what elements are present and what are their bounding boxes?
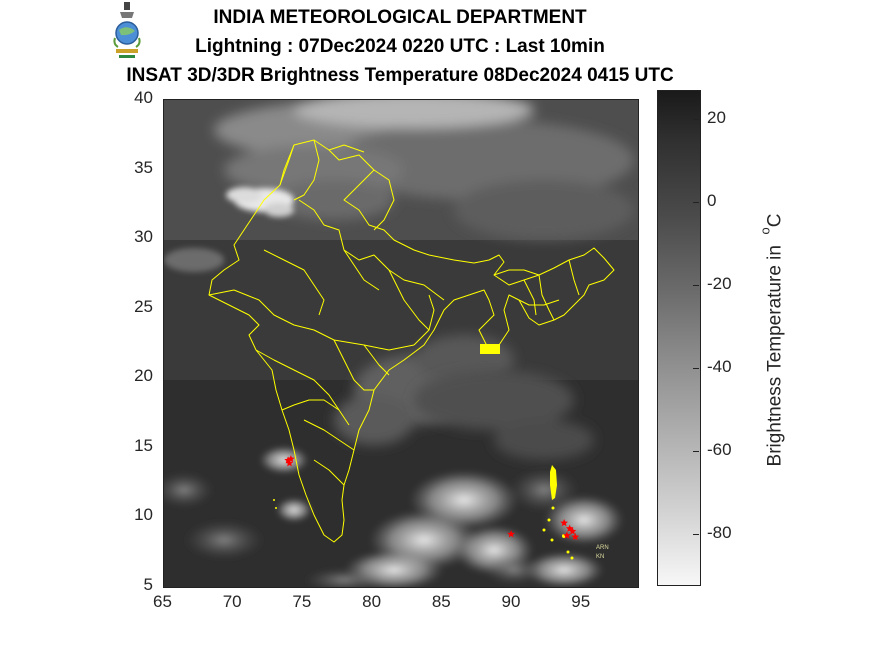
x-tick-label: 70 (222, 592, 242, 611)
colorbar-tick-mark (693, 534, 699, 536)
x-tick-label: 90 (501, 592, 521, 611)
y-tick-label: 20 (134, 366, 153, 386)
satellite-subtitle: INSAT 3D/3DR Brightness Temperature 08De… (126, 65, 674, 86)
state-line-20 (523, 279, 537, 316)
x-tick-label: 65 (153, 592, 172, 611)
colorbar-label: Brightness Temperature in oC (757, 213, 786, 467)
map-canvas: ARN KN (164, 100, 638, 587)
colorbar-tick-mark (693, 368, 699, 370)
y-tick-label: 10 (134, 505, 153, 525)
x-tick-label: 85 (431, 592, 451, 611)
colorbar-tick-mark (693, 119, 699, 121)
y-tick-label: 25 (134, 296, 153, 316)
y-tick-label: 35 (134, 157, 153, 177)
lightning-strike-marker (507, 530, 515, 538)
satellite-map: ARN KN (163, 99, 639, 588)
temperature-colorbar (657, 90, 701, 586)
lightning-strike-marker (571, 532, 580, 541)
state-line-8 (363, 344, 390, 376)
lightning-strikes (284, 455, 580, 541)
state-line-2 (298, 199, 380, 291)
x-tick-label: 80 (362, 592, 382, 611)
colorbar-tick-label: -80 (707, 523, 732, 543)
cloud-band-north (214, 100, 634, 240)
state-line-13 (281, 399, 340, 411)
lightning-strike-marker (565, 524, 574, 532)
lightning-strike-marker (284, 456, 292, 464)
india-outline (208, 139, 615, 543)
state-line-15 (538, 274, 555, 321)
island-label-kn: KN (596, 554, 604, 560)
colorbar-tick-label: -60 (707, 440, 732, 460)
lightning-subtitle: Lightning : 07Dec2024 0220 UTC : Last 10… (195, 36, 605, 57)
state-line-11 (303, 419, 355, 451)
andaman-nicobar-islands (273, 465, 574, 560)
island-label-arn: ARN (596, 545, 609, 551)
state-line-12 (313, 459, 345, 486)
state-line-1 (293, 139, 320, 201)
country-boundaries (208, 139, 615, 543)
cloud-south-convective (164, 446, 624, 587)
colorbar-tick-label: 0 (707, 191, 717, 211)
colorbar-tick-label: -20 (707, 274, 732, 294)
cloud-west (164, 187, 294, 272)
state-line-19 (328, 144, 365, 153)
colorbar-tick-mark (693, 202, 699, 204)
lightning-strike-marker (563, 531, 571, 539)
y-tick-label: 15 (134, 435, 153, 455)
y-tick-label: 5 (143, 575, 153, 594)
colorbar-tick-label: -40 (707, 357, 732, 377)
state-line-21 (279, 144, 295, 186)
state-line-7 (333, 339, 374, 391)
x-tick-label: 75 (292, 592, 312, 611)
state-line-14 (493, 269, 540, 276)
state-line-18 (373, 169, 395, 231)
lightning-strike-marker (568, 527, 577, 535)
colorbar-tick-mark (693, 285, 699, 287)
colorbar-tick-mark (693, 451, 699, 453)
imd-emblem-icon (113, 2, 141, 58)
state-line-16 (568, 259, 580, 296)
colorbar-tick-label: 20 (707, 108, 726, 128)
state-line-4 (263, 249, 325, 316)
cloud-bay-of-bengal (414, 370, 594, 460)
state-line-9 (413, 294, 435, 346)
lightning-strike-marker (560, 519, 568, 527)
y-tick-label: 30 (134, 227, 153, 247)
state-line-5 (208, 289, 415, 351)
coast-highlight (480, 344, 500, 354)
x-tick-label: 95 (571, 592, 591, 611)
state-line-17 (518, 299, 560, 306)
state-line-10 (388, 269, 430, 331)
page-title: INDIA METEOROLOGICAL DEPARTMENT (213, 7, 587, 28)
y-tick-label: 40 (134, 88, 153, 107)
